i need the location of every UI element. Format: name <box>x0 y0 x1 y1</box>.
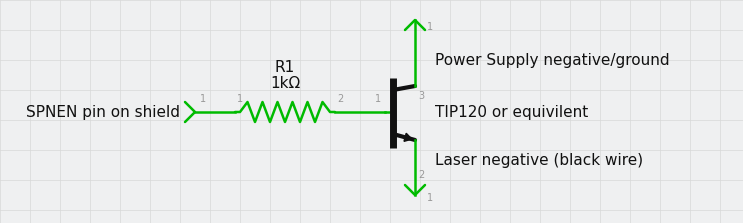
Text: 3: 3 <box>418 91 424 101</box>
Text: 1kΩ: 1kΩ <box>270 76 300 91</box>
Text: 2: 2 <box>337 94 343 104</box>
Polygon shape <box>404 133 412 141</box>
Text: 1: 1 <box>427 22 433 32</box>
Text: Power Supply negative/ground: Power Supply negative/ground <box>435 52 669 68</box>
Text: 1: 1 <box>375 94 381 104</box>
Text: R1: R1 <box>275 60 295 74</box>
Text: 2: 2 <box>418 170 424 180</box>
Text: 1: 1 <box>427 193 433 203</box>
Text: 1: 1 <box>237 94 243 104</box>
Text: Laser negative (black wire): Laser negative (black wire) <box>435 153 643 167</box>
Text: 1: 1 <box>200 94 206 104</box>
Text: SPNEN pin on shield: SPNEN pin on shield <box>26 105 180 120</box>
Text: TIP120 or equivilent: TIP120 or equivilent <box>435 105 588 120</box>
